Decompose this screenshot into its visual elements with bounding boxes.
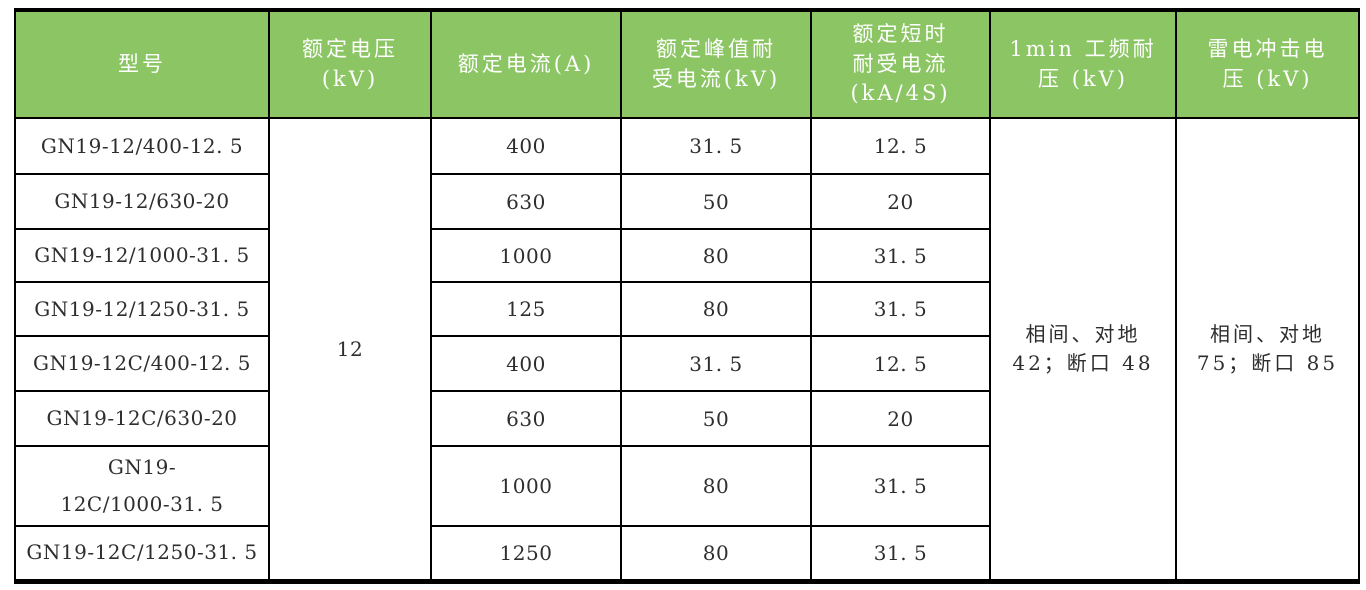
- header-rated-voltage: 额定电压 (kV): [268, 9, 432, 119]
- peak-current-cell: 50: [620, 173, 812, 230]
- table-row: GN19-12C/630-20 630 50 20: [14, 390, 1359, 447]
- rated-current-cell: 125: [430, 281, 622, 337]
- table-row: GN19-12/400-12. 5 12 400 31. 5 12. 5 相间、…: [14, 117, 1360, 582]
- rated-current-cell: 1000: [430, 228, 622, 283]
- model-cell: GN19-12/1250-31. 5: [14, 281, 270, 337]
- short-time-current-cell: 31. 5: [810, 228, 991, 283]
- table-row: GN19- 12C/1000-31. 5 1000 80 31. 5: [14, 445, 1359, 527]
- header-rated-current: 额定电流(A): [430, 9, 622, 119]
- peak-current-cell: 31. 5: [620, 117, 812, 175]
- power-frequency-withstand-cell: 相间、对地 42；断口 48: [989, 117, 1177, 582]
- header-peak-withstand-current: 额定峰值耐 受电流(kV): [620, 9, 812, 119]
- table-row: GN19-12C/1250-31. 5 1250 80 31. 5: [14, 525, 1359, 582]
- header-model: 型号: [14, 9, 270, 119]
- rated-voltage-cell: 12: [268, 117, 432, 582]
- short-time-current-cell: 31. 5: [810, 445, 991, 527]
- short-time-current-cell: 20: [810, 390, 991, 447]
- table-row: GN19-12/630-20 630 50 20: [14, 173, 1359, 230]
- model-cell: GN19-12C/400-12. 5: [14, 335, 270, 392]
- header-lightning-impulse: 雷电冲击电 压 (kV): [1175, 9, 1360, 119]
- rated-current-cell: 630: [430, 390, 622, 447]
- model-cell: GN19-12/630-20: [14, 173, 270, 230]
- rated-current-cell: 1250: [430, 525, 622, 582]
- model-cell: GN19-12/1000-31. 5: [14, 228, 270, 283]
- rated-current-cell: 630: [430, 173, 622, 230]
- peak-current-cell: 80: [620, 445, 812, 527]
- short-time-current-cell: 31. 5: [810, 525, 991, 582]
- lightning-impulse-cell: 相间、对地 75；断口 85: [1175, 117, 1360, 582]
- header-short-time-withstand-current: 额定短时 耐受电流 (kA/4S): [810, 9, 991, 119]
- peak-current-cell: 50: [620, 390, 812, 447]
- model-cell: GN19-12C/1250-31. 5: [14, 525, 270, 582]
- peak-current-cell: 80: [620, 228, 812, 283]
- model-cell: GN19-12/400-12. 5: [14, 117, 270, 175]
- table-row: GN19-12C/400-12. 5 400 31. 5 12. 5: [14, 335, 1359, 392]
- header-row: 型号 额定电压 (kV) 额定电流(A) 额定峰值耐 受电流(kV) 额定短时 …: [14, 9, 1360, 119]
- short-time-current-cell: 31. 5: [810, 281, 991, 337]
- rated-current-cell: 1000: [430, 445, 622, 527]
- switch-spec-table: 型号 额定电压 (kV) 额定电流(A) 额定峰值耐 受电流(kV) 额定短时 …: [14, 8, 1360, 584]
- peak-current-cell: 31. 5: [620, 335, 812, 392]
- peak-current-cell: 80: [620, 281, 812, 337]
- header-power-frequency-withstand: 1min 工频耐 压 (kV): [989, 9, 1177, 119]
- table-row: GN19-12/1250-31. 5 125 80 31. 5: [14, 281, 1359, 337]
- short-time-current-cell: 12. 5: [810, 117, 991, 175]
- rated-current-cell: 400: [430, 117, 622, 175]
- table-row: GN19-12/1000-31. 5 1000 80 31. 5: [14, 228, 1359, 283]
- short-time-current-cell: 20: [810, 173, 991, 230]
- peak-current-cell: 80: [620, 525, 812, 582]
- model-cell: GN19- 12C/1000-31. 5: [14, 445, 270, 527]
- rated-current-cell: 400: [430, 335, 622, 392]
- short-time-current-cell: 12. 5: [810, 335, 991, 392]
- model-cell: GN19-12C/630-20: [14, 390, 270, 447]
